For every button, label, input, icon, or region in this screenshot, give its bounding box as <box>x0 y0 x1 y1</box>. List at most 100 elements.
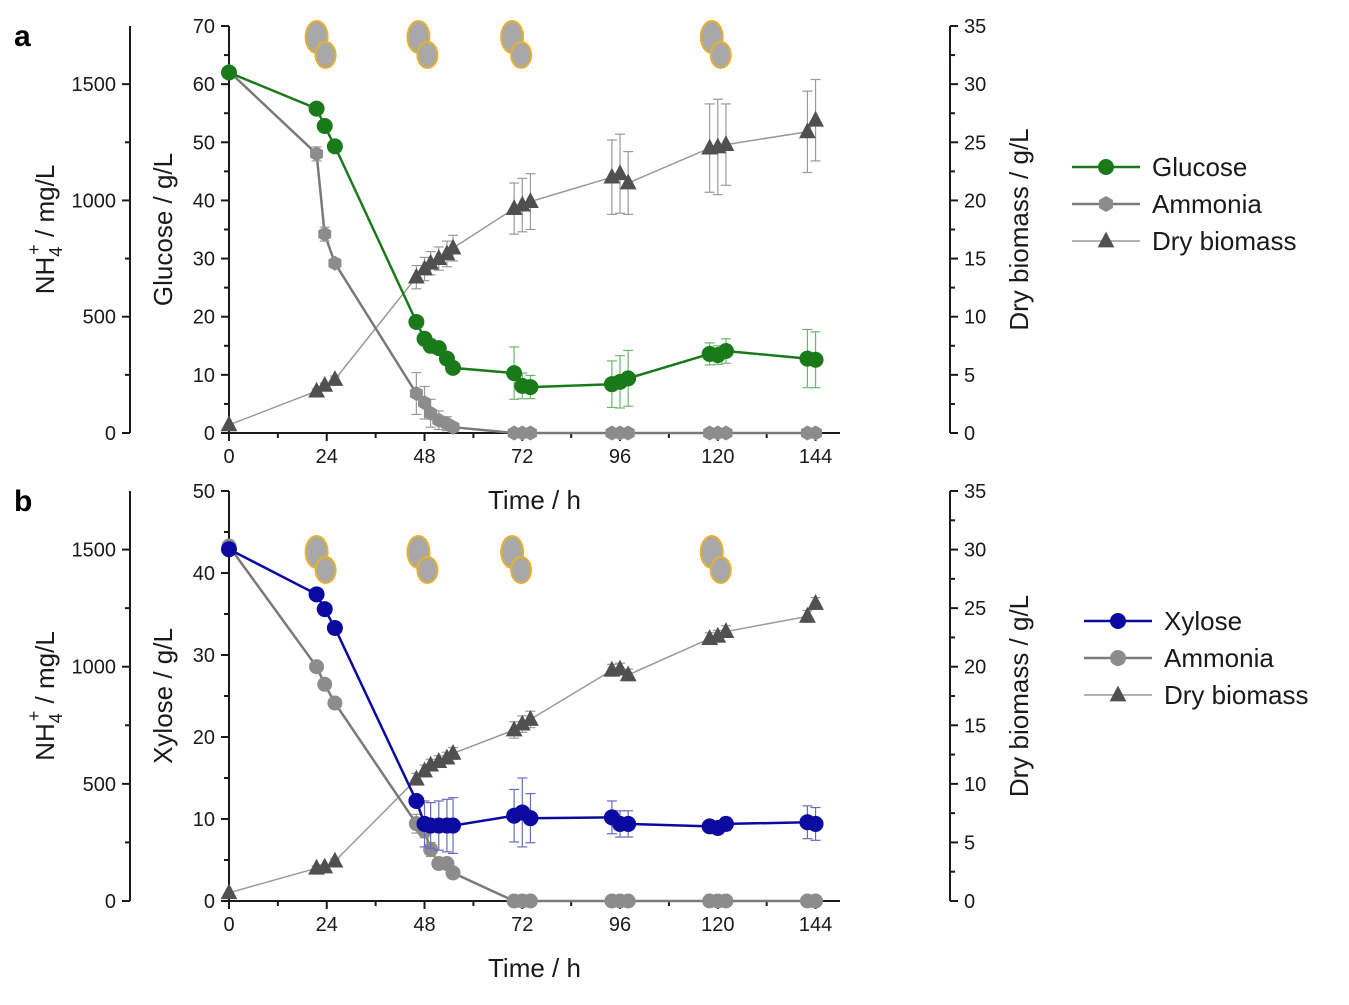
legend-marker <box>1110 613 1126 629</box>
right-tick-label: 0 <box>964 423 975 445</box>
legend-label: Ammonia <box>1164 643 1274 673</box>
data-point <box>807 351 824 368</box>
data-point <box>523 425 537 441</box>
legend-label: Dry biomass <box>1164 680 1308 710</box>
data-point <box>430 249 448 265</box>
series-dry-biomass <box>220 78 824 432</box>
cell-bud <box>416 41 439 69</box>
data-point <box>709 626 727 643</box>
legend: Glucose Ammonia Dry biomass <box>1072 152 1296 256</box>
data-point <box>445 865 461 881</box>
left-axis-title-sub: 4 <box>46 713 66 723</box>
cell-bud <box>510 41 533 69</box>
data-point <box>316 857 334 874</box>
left-axis-title-main: NH <box>30 257 60 295</box>
left-axis-title: NH4+ / mg/L <box>24 631 66 761</box>
data-point <box>807 815 824 832</box>
x-tick-label: 120 <box>701 446 734 468</box>
data-point <box>326 619 343 636</box>
data-point <box>423 841 439 857</box>
legend-marker <box>1110 650 1126 666</box>
left-tick-label: 1500 <box>72 74 117 96</box>
yeast-cell-icon <box>304 20 337 69</box>
data-point <box>446 419 460 435</box>
right-tick-label: 0 <box>964 891 975 913</box>
right-tick-label: 25 <box>964 598 986 620</box>
data-point <box>799 606 816 623</box>
data-point <box>327 695 343 711</box>
yeast-cell-icon <box>500 535 533 584</box>
x-axis-title: Time / h <box>488 485 581 515</box>
panel-label: a <box>14 20 31 53</box>
data-point <box>326 138 343 155</box>
x-tick-label: 72 <box>511 446 533 468</box>
left-axis-title-main: NH <box>30 723 60 761</box>
x-tick-label: 144 <box>799 446 832 468</box>
mid-tick-label: 60 <box>193 74 215 96</box>
data-point <box>308 100 325 117</box>
cell-bud <box>709 556 732 584</box>
cell-bud <box>709 41 732 69</box>
x-axis-title: Time / h <box>488 953 581 983</box>
yeast-cell-icon <box>699 535 732 584</box>
data-point <box>808 893 824 909</box>
x-tick-label: 48 <box>413 446 435 468</box>
data-point <box>719 425 733 441</box>
data-point <box>221 541 237 558</box>
data-point <box>318 226 332 242</box>
mid-tick-label: 50 <box>193 481 215 503</box>
legend-marker <box>1099 196 1113 212</box>
data-point <box>445 359 462 376</box>
yeast-cell-icon <box>304 535 337 584</box>
left-tick-label: 0 <box>105 891 116 913</box>
left-tick-label: 1000 <box>72 657 117 679</box>
data-point <box>619 173 637 190</box>
data-point <box>620 815 637 832</box>
data-point <box>513 714 531 731</box>
data-point <box>317 676 333 692</box>
right-tick-label: 20 <box>964 657 986 679</box>
x-tick-label: 144 <box>799 914 832 936</box>
x-tick-label: 24 <box>316 914 338 936</box>
mid-tick-label: 0 <box>204 891 215 913</box>
x-tick-label: 120 <box>701 914 734 936</box>
left-tick-label: 1500 <box>72 540 117 562</box>
right-tick-label: 10 <box>964 774 986 796</box>
data-point <box>522 893 538 909</box>
mid-tick-label: 40 <box>193 190 215 212</box>
right-tick-label: 30 <box>964 74 986 96</box>
left-tick-label: 500 <box>83 774 116 796</box>
data-point <box>799 122 816 139</box>
left-axis-title-sub: 4 <box>46 247 66 257</box>
mid-axis-title: Xylose / g/L <box>148 628 178 764</box>
data-point <box>445 817 462 834</box>
x-tick-label: 96 <box>609 914 631 936</box>
x-tick-label: 72 <box>511 914 533 936</box>
right-tick-label: 10 <box>964 307 986 329</box>
mid-tick-label: 20 <box>193 727 215 749</box>
legend-label: Glucose <box>1152 152 1247 182</box>
data-point <box>522 810 539 827</box>
data-point <box>444 238 462 255</box>
data-point <box>717 343 734 360</box>
x-tick-label: 0 <box>223 914 234 936</box>
data-point <box>326 851 344 868</box>
mid-tick-label: 10 <box>193 365 215 387</box>
data-point <box>308 586 325 603</box>
data-point <box>522 379 539 396</box>
right-tick-label: 35 <box>964 481 986 503</box>
data-point <box>326 370 344 386</box>
data-point <box>316 601 333 618</box>
axes <box>122 490 958 909</box>
right-tick-label: 35 <box>964 16 986 38</box>
left-axis-title-unit: / mg/L <box>30 631 60 710</box>
data-point <box>807 110 824 127</box>
series-xylose <box>221 541 824 855</box>
data-point <box>621 425 635 441</box>
data-point <box>316 118 333 135</box>
data-point <box>611 659 629 676</box>
cell-bud <box>314 41 337 69</box>
legend-marker <box>1098 159 1114 175</box>
